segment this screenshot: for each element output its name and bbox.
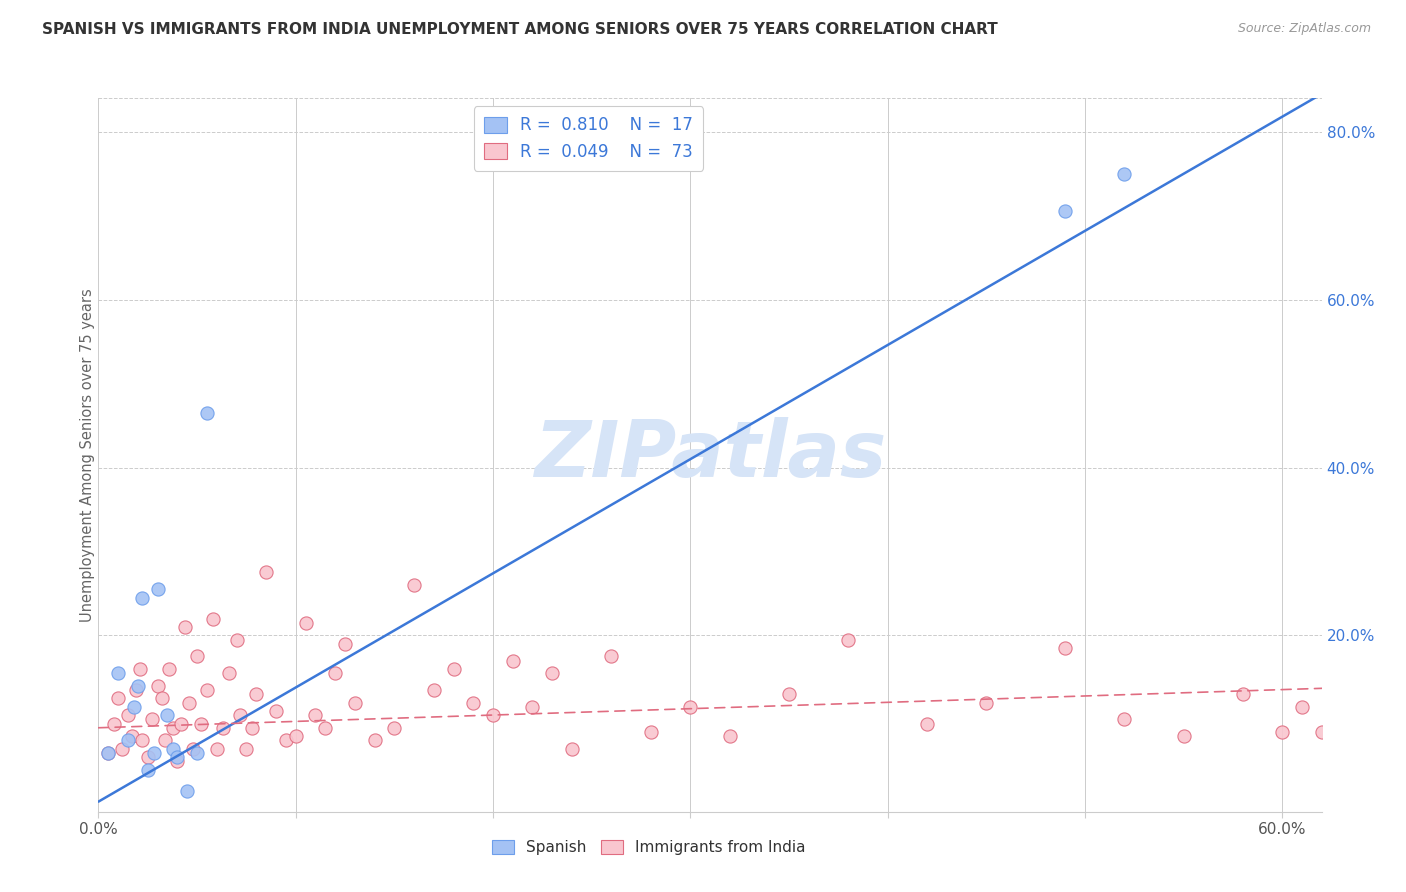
Point — [640, 725, 662, 739]
Point — [201, 612, 224, 626]
Point — [127, 679, 149, 693]
Point — [121, 729, 143, 743]
Point — [111, 741, 134, 756]
Point — [195, 406, 218, 420]
Point — [1291, 699, 1313, 714]
Point — [107, 691, 129, 706]
Point — [155, 733, 177, 747]
Point — [541, 666, 564, 681]
Point — [240, 721, 263, 735]
Point — [522, 699, 544, 714]
Point — [176, 783, 198, 797]
Point — [1232, 687, 1254, 701]
Point — [718, 729, 741, 743]
Point — [195, 683, 218, 698]
Point — [142, 746, 165, 760]
Point — [235, 741, 257, 756]
Point — [1369, 716, 1392, 731]
Point — [284, 729, 307, 743]
Point — [1271, 725, 1294, 739]
Point — [778, 687, 800, 701]
Point — [103, 716, 125, 731]
Point — [159, 662, 181, 676]
Point — [117, 708, 139, 723]
Point — [186, 649, 208, 664]
Text: SPANISH VS IMMIGRANTS FROM INDIA UNEMPLOYMENT AMONG SENIORS OVER 75 YEARS CORREL: SPANISH VS IMMIGRANTS FROM INDIA UNEMPLO… — [42, 22, 998, 37]
Point — [186, 746, 208, 760]
Point — [314, 721, 336, 735]
Point — [382, 721, 405, 735]
Y-axis label: Unemployment Among Seniors over 75 years: Unemployment Among Seniors over 75 years — [80, 288, 94, 622]
Point — [974, 696, 997, 710]
Point — [482, 708, 505, 723]
Point — [162, 721, 184, 735]
Point — [1054, 640, 1077, 655]
Point — [156, 708, 179, 723]
Point — [363, 733, 385, 747]
Point — [166, 750, 188, 764]
Point — [274, 733, 297, 747]
Point — [679, 699, 702, 714]
Point — [915, 716, 938, 731]
Point — [146, 582, 169, 597]
Point — [97, 746, 120, 760]
Point — [205, 741, 228, 756]
Point — [218, 666, 240, 681]
Point — [254, 566, 277, 580]
Point — [128, 662, 150, 676]
Point — [136, 763, 159, 777]
Point — [343, 696, 366, 710]
Point — [304, 708, 326, 723]
Point — [225, 632, 247, 647]
Point — [1114, 712, 1136, 726]
Point — [1350, 691, 1372, 706]
Point — [463, 696, 485, 710]
Point — [423, 683, 446, 698]
Point — [561, 741, 583, 756]
Point — [162, 741, 184, 756]
Point — [600, 649, 623, 664]
Point — [117, 733, 139, 747]
Point — [1389, 687, 1406, 701]
Point — [125, 683, 148, 698]
Point — [211, 721, 233, 735]
Point — [502, 654, 524, 668]
Point — [97, 746, 120, 760]
Point — [229, 708, 252, 723]
Point — [837, 632, 859, 647]
Point — [404, 578, 426, 592]
Point — [166, 755, 188, 769]
Point — [131, 591, 153, 605]
Point — [107, 666, 129, 681]
Point — [245, 687, 267, 701]
Point — [333, 637, 356, 651]
Point — [190, 716, 212, 731]
Point — [1330, 704, 1353, 718]
Point — [1054, 204, 1077, 219]
Point — [179, 696, 201, 710]
Point — [1114, 167, 1136, 181]
Point — [264, 704, 287, 718]
Point — [1310, 725, 1333, 739]
Legend: Spanish, Immigrants from India: Spanish, Immigrants from India — [486, 833, 811, 861]
Point — [174, 620, 197, 634]
Point — [146, 679, 169, 693]
Point — [170, 716, 193, 731]
Point — [131, 733, 153, 747]
Point — [122, 699, 145, 714]
Point — [136, 750, 159, 764]
Point — [181, 741, 204, 756]
Point — [141, 712, 163, 726]
Text: ZIPatlas: ZIPatlas — [534, 417, 886, 493]
Point — [294, 615, 316, 630]
Point — [150, 691, 173, 706]
Point — [1173, 729, 1195, 743]
Text: Source: ZipAtlas.com: Source: ZipAtlas.com — [1237, 22, 1371, 36]
Point — [323, 666, 346, 681]
Point — [443, 662, 465, 676]
